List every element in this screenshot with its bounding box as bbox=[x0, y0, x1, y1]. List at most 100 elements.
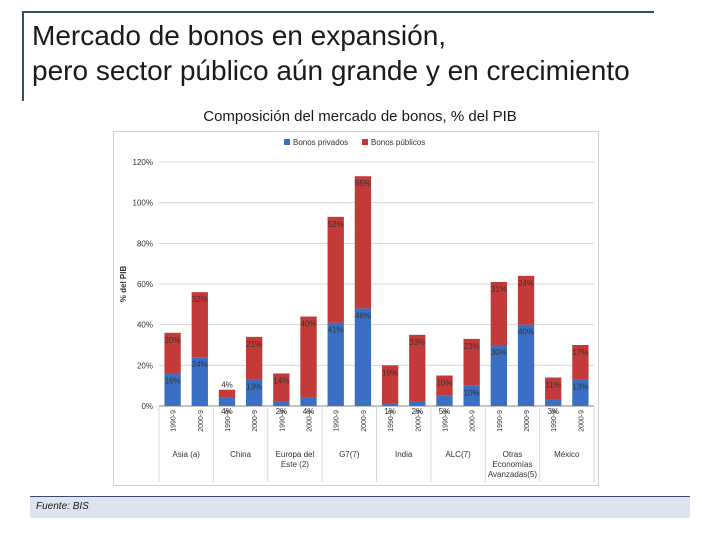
data-label-private: 10% bbox=[464, 389, 480, 398]
data-label-public: 19% bbox=[382, 368, 398, 377]
chart-heading: Composición del mercado de bonos, % del … bbox=[203, 108, 517, 125]
bar-private bbox=[273, 401, 290, 406]
x-tick-label: 2000-9 bbox=[415, 410, 422, 432]
bar-private bbox=[381, 403, 399, 406]
data-label-private: 2% bbox=[412, 407, 424, 416]
chart-container: Bonos privados Bonos públicos 0% 20% 40% 60% 8… bbox=[113, 131, 599, 486]
data-label-private: 41% bbox=[328, 326, 344, 335]
bar-public bbox=[381, 365, 399, 404]
bar-public bbox=[273, 373, 290, 402]
data-label-private: 4% bbox=[303, 407, 315, 416]
bar-public bbox=[572, 345, 589, 380]
legend-label-public: Bonos públicos bbox=[371, 138, 425, 147]
x-tick-label: 1990-9 bbox=[334, 410, 341, 432]
data-label-public: 11% bbox=[546, 381, 561, 390]
data-label-private: 16% bbox=[165, 376, 181, 385]
group-label: Asia (a) bbox=[172, 450, 200, 459]
x-tick-label: 2000-9 bbox=[198, 410, 205, 432]
data-label-public: 40% bbox=[301, 320, 317, 329]
data-label-public: 24% bbox=[518, 279, 534, 288]
y-tick-label: 60% bbox=[137, 280, 153, 289]
data-label-private: 48% bbox=[355, 311, 371, 320]
group-label: Economías bbox=[492, 460, 532, 469]
bar-private bbox=[164, 373, 181, 406]
bar-public bbox=[164, 332, 181, 374]
legend-swatch-private bbox=[284, 139, 290, 145]
data-label-public: 21% bbox=[246, 340, 262, 349]
y-tick-label: 0% bbox=[141, 402, 153, 411]
bar-public bbox=[517, 275, 535, 325]
y-tick-label: 80% bbox=[137, 239, 153, 248]
bar-public bbox=[436, 375, 453, 396]
x-tick-label: 2000-9 bbox=[524, 410, 531, 432]
bar-private bbox=[327, 322, 344, 406]
data-label-private: 30% bbox=[491, 348, 507, 357]
bar-public bbox=[191, 292, 208, 358]
bar-public bbox=[327, 216, 344, 323]
bar-private bbox=[300, 397, 317, 406]
bar-public bbox=[545, 377, 562, 400]
data-label-public: 32% bbox=[192, 295, 208, 304]
data-label-private: 2% bbox=[276, 407, 288, 416]
y-tick-label: 100% bbox=[133, 199, 153, 208]
bond-market-chart: Bonos privados Bonos públicos 0% 20% 40% 60% 8… bbox=[119, 138, 595, 482]
bar-private bbox=[545, 399, 562, 406]
bar-public bbox=[463, 338, 480, 386]
y-tick-label: 20% bbox=[137, 361, 153, 370]
data-label-public: 20% bbox=[165, 336, 181, 345]
group-label: Europa del bbox=[276, 450, 315, 459]
x-tick-label: 2000-9 bbox=[361, 410, 368, 432]
data-label-private: 40% bbox=[518, 328, 534, 337]
x-tick-label: 2000-9 bbox=[307, 410, 314, 432]
group-label: ALC(7) bbox=[445, 450, 471, 459]
data-label-public: 4% bbox=[221, 381, 233, 390]
bar-public bbox=[409, 334, 426, 402]
data-label-public: 31% bbox=[491, 285, 507, 294]
y-axis-title: % del PIB bbox=[119, 266, 128, 303]
data-label-private: 13% bbox=[246, 383, 262, 392]
footer-bar: Fuente: BIS bbox=[30, 496, 690, 518]
data-label-public: 14% bbox=[273, 376, 289, 385]
group-label: México bbox=[554, 450, 580, 459]
group-label: India bbox=[395, 450, 413, 459]
legend-swatch-public bbox=[362, 139, 368, 145]
x-tick-label: 1990-9 bbox=[497, 410, 504, 432]
group-label: Este (2) bbox=[281, 460, 309, 469]
data-label-private: 1% bbox=[384, 407, 396, 416]
data-label-public: 17% bbox=[572, 348, 588, 357]
slide-title: Mercado de bonos en expansión, pero sect… bbox=[32, 18, 712, 88]
x-tick-label: 2000-9 bbox=[470, 410, 477, 432]
data-label-public: 33% bbox=[409, 338, 425, 347]
data-label-private: 4% bbox=[221, 407, 233, 416]
bar-private bbox=[409, 401, 426, 406]
slide-title-line-1: Mercado de bonos en expansión, bbox=[32, 20, 447, 51]
y-tick-label: 40% bbox=[137, 321, 153, 330]
group-label: China bbox=[230, 450, 251, 459]
x-tick-label: 2000-9 bbox=[578, 410, 585, 432]
x-tick-label: 1990-9 bbox=[551, 410, 558, 432]
group-label: G7(7) bbox=[339, 450, 360, 459]
bar-private bbox=[463, 385, 480, 406]
bar-public bbox=[300, 316, 317, 398]
x-tick-label: 1990-9 bbox=[279, 410, 286, 432]
bar-private bbox=[218, 397, 236, 406]
x-tick-label: 2000-9 bbox=[252, 410, 259, 432]
x-tick-label: 1990-9 bbox=[171, 410, 178, 432]
data-label-private: 5% bbox=[439, 407, 451, 416]
bar-private bbox=[354, 308, 372, 406]
y-tick-label: 120% bbox=[133, 158, 153, 167]
slide-title-line-2: pero sector público aún grande y en crec… bbox=[32, 55, 630, 86]
data-label-public: 10% bbox=[436, 379, 452, 388]
legend-label-private: Bonos privados bbox=[293, 138, 348, 147]
bar-public bbox=[354, 176, 372, 309]
data-label-public: 65% bbox=[355, 179, 371, 188]
data-label-private: 3% bbox=[547, 407, 559, 416]
bar-public bbox=[218, 389, 236, 398]
data-label-private: 13% bbox=[572, 383, 588, 392]
source-note: Fuente: BIS bbox=[36, 501, 89, 512]
bar-public bbox=[490, 281, 507, 345]
bar-private bbox=[490, 345, 507, 406]
data-label-public: 52% bbox=[328, 220, 344, 229]
group-label: Avanzadas(5) bbox=[488, 470, 538, 479]
title-frame-left bbox=[22, 11, 24, 101]
